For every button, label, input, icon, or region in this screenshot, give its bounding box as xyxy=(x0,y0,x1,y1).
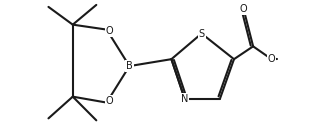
Text: B: B xyxy=(126,61,133,71)
Text: S: S xyxy=(198,28,205,38)
Text: O: O xyxy=(268,54,275,64)
Text: O: O xyxy=(106,26,113,36)
Text: O: O xyxy=(106,96,113,106)
Text: O: O xyxy=(240,4,247,14)
Text: N: N xyxy=(181,94,188,104)
